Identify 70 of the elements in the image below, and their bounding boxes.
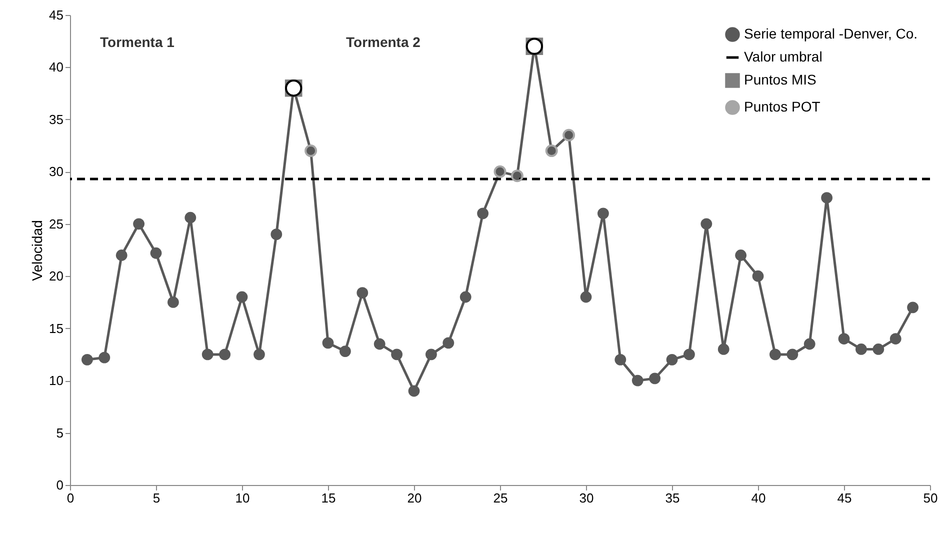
point: [477, 208, 488, 220]
y-axis-title: Velocidad: [29, 220, 46, 281]
annotation: Tormenta 1: [100, 34, 175, 50]
point: [872, 344, 884, 355]
x-tick-label: 40: [751, 490, 766, 506]
y-tick-label: 30: [49, 164, 64, 180]
y-tick-label: 5: [56, 425, 64, 440]
y-tick-label: 40: [49, 60, 64, 75]
point: [426, 348, 437, 360]
point: [133, 218, 144, 230]
point: [632, 374, 644, 386]
point: [408, 385, 420, 397]
point: [821, 192, 832, 204]
point: [202, 348, 214, 360]
point: [770, 348, 781, 360]
point: [804, 338, 816, 350]
point: [907, 302, 918, 314]
x-tick-label: 10: [235, 490, 250, 506]
point: [614, 354, 626, 366]
point: [340, 346, 351, 357]
point: [442, 337, 454, 349]
point: [254, 348, 265, 360]
legend-label: Puntos MIS: [744, 72, 816, 88]
y-tick-label: 35: [49, 112, 64, 127]
x-tick-label: 30: [579, 490, 594, 506]
legend-label: Puntos POT: [744, 98, 821, 114]
point: [700, 218, 712, 230]
point: [856, 344, 867, 355]
y-tick-label: 25: [49, 216, 64, 232]
point: [735, 250, 746, 261]
y-tick-label: 10: [49, 373, 64, 388]
point: [168, 296, 179, 308]
x-tick-label: 15: [321, 490, 336, 506]
point: [270, 228, 282, 240]
point: [890, 333, 902, 344]
legend-label: Serie temporal -Denver, Co.: [744, 26, 918, 42]
x-tick-label: 35: [665, 490, 680, 506]
point: [838, 333, 850, 344]
y-tick-label: 0: [56, 478, 64, 492]
point: [116, 250, 128, 261]
x-tick-label: 20: [407, 490, 422, 506]
point: [82, 354, 93, 366]
point: [219, 348, 230, 360]
point: [374, 338, 386, 350]
point: [236, 291, 248, 303]
point: [460, 291, 472, 303]
point: [684, 348, 695, 360]
legend-label: Valor umbral: [744, 48, 822, 64]
point: [666, 354, 678, 366]
y-tick-label: 15: [49, 320, 64, 336]
y-tick-label: 20: [49, 268, 64, 284]
point: [598, 208, 609, 220]
annotation: Tormenta 2: [346, 34, 421, 50]
point: [649, 372, 660, 384]
point: [98, 352, 110, 364]
x-tick-label: 0: [66, 490, 74, 506]
x-tick-label: 50: [923, 490, 938, 506]
point: [752, 270, 764, 282]
point: [356, 287, 368, 299]
y-tick-label: 45: [49, 8, 64, 22]
point: [786, 348, 798, 360]
point: [150, 247, 162, 259]
x-tick-label: 45: [837, 490, 852, 506]
point: [718, 344, 730, 355]
point: [184, 212, 196, 224]
point: [322, 337, 334, 349]
point: [580, 291, 592, 303]
point: [391, 348, 402, 360]
x-tick-label: 5: [152, 490, 160, 506]
x-tick-label: 25: [493, 490, 508, 506]
